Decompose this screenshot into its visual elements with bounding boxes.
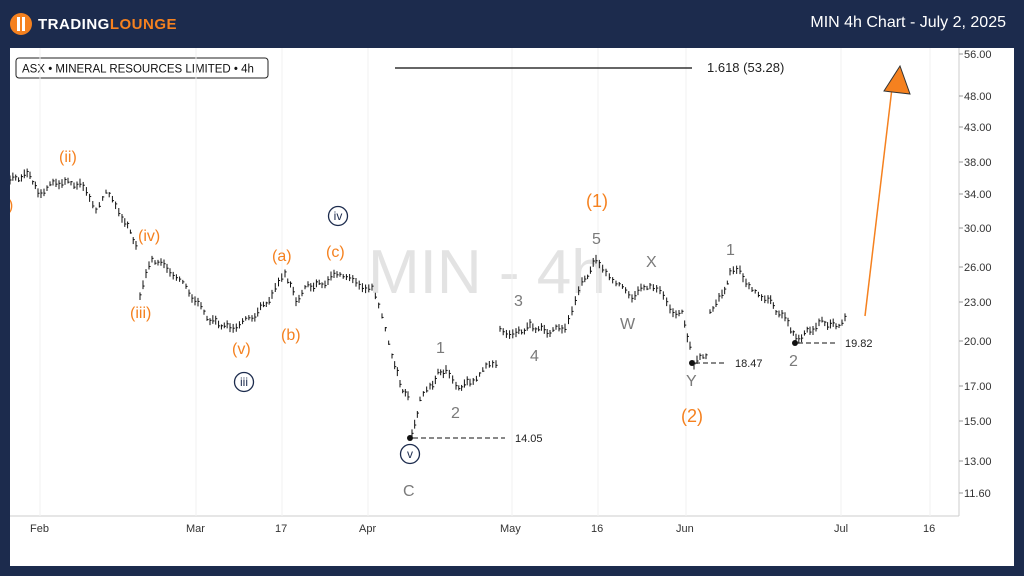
wave-label: Y bbox=[686, 373, 697, 390]
wave-label: C bbox=[403, 483, 415, 500]
wave-label: (a) bbox=[272, 248, 292, 265]
logo-icon bbox=[10, 13, 32, 35]
price-levels: 14.05 18.47 19.82 bbox=[407, 338, 873, 445]
x-tick-label: May bbox=[500, 523, 521, 535]
wave-label: (v) bbox=[232, 341, 251, 358]
x-tick-label: 17 bbox=[275, 523, 287, 535]
fib-target-label: 1.618 (53.28) bbox=[707, 60, 784, 75]
y-tick-label: 11.60 bbox=[964, 488, 991, 500]
orange-wave-labels: (ii) (iv) (iii) (v) (a) (b) (c) (1) (2) … bbox=[8, 149, 703, 426]
navy-circled-labels: iv iii v bbox=[233, 205, 421, 465]
y-tick-label: 56.00 bbox=[964, 49, 992, 61]
x-tick-label: Jun bbox=[676, 523, 694, 535]
wave-label: 4 bbox=[530, 348, 539, 365]
wave-label: (iii) bbox=[130, 305, 151, 322]
wave-label: 2 bbox=[789, 353, 798, 370]
low-marker bbox=[689, 360, 695, 366]
x-tick-label: 16 bbox=[923, 523, 935, 535]
wave-label: 3 bbox=[514, 293, 523, 310]
logo-text: TRADINGLOUNGE bbox=[38, 15, 177, 33]
wave-label: iii bbox=[240, 375, 248, 389]
low-marker bbox=[792, 340, 798, 346]
instrument-label-box bbox=[15, 57, 269, 79]
low-marker bbox=[407, 435, 413, 441]
wave-label: 5 bbox=[592, 231, 601, 248]
level-label: 19.82 bbox=[845, 338, 873, 350]
projection-arrow-icon bbox=[883, 64, 911, 95]
wave-label: iv bbox=[334, 209, 343, 223]
projection-line bbox=[864, 87, 893, 317]
y-axis-ticks: 56.00 48.00 43.00 38.00 34.00 30.00 26.0… bbox=[959, 49, 992, 500]
y-tick-label: 20.00 bbox=[964, 336, 992, 348]
chart-title: MIN 4h Chart - July 2, 2025 bbox=[810, 14, 1006, 31]
wave-label: 1 bbox=[436, 340, 445, 357]
x-tick-label: Mar bbox=[186, 523, 205, 535]
wave-label: 1 bbox=[726, 242, 735, 259]
tradinglounge-logo: TRADINGLOUNGE bbox=[10, 12, 177, 36]
y-tick-label: 43.00 bbox=[964, 122, 992, 134]
x-tick-label: Jul bbox=[834, 523, 848, 535]
x-tick-label: Feb bbox=[30, 523, 49, 535]
wave-label: 2 bbox=[451, 405, 460, 422]
header: TRADINGLOUNGE MIN 4h Chart - July 2, 202… bbox=[0, 0, 1024, 48]
x-tick-label: Apr bbox=[359, 523, 376, 535]
y-tick-label: 23.00 bbox=[964, 297, 992, 309]
watermark: MIN - 4h bbox=[368, 238, 606, 307]
wave-label: ) bbox=[10, 197, 13, 214]
y-tick-label: 17.00 bbox=[964, 381, 992, 393]
y-tick-label: 38.00 bbox=[964, 157, 992, 169]
y-tick-label: 34.00 bbox=[964, 189, 992, 201]
y-tick-label: 26.00 bbox=[964, 262, 992, 274]
price-chart-svg: MIN - 4h ASX • MINERAL RESOURCES LIMITED… bbox=[8, 48, 992, 535]
level-label: 18.47 bbox=[735, 358, 763, 370]
wave-label: (b) bbox=[281, 327, 301, 344]
wave-label: (2) bbox=[681, 406, 703, 426]
y-tick-label: 15.00 bbox=[964, 416, 992, 428]
chart-area: MIN - 4h ASX • MINERAL RESOURCES LIMITED… bbox=[8, 48, 1014, 566]
x-axis-ticks: Feb Mar 17 Apr May 16 Jun Jul 16 bbox=[30, 48, 935, 535]
level-label: 14.05 bbox=[515, 433, 543, 445]
wave-label: (iv) bbox=[138, 228, 160, 245]
wave-label: (1) bbox=[586, 191, 608, 211]
y-tick-label: 30.00 bbox=[964, 223, 992, 235]
wave-label: (ii) bbox=[59, 149, 77, 166]
y-tick-label: 13.00 bbox=[964, 456, 992, 468]
wave-label: v bbox=[407, 447, 413, 461]
wave-label: (c) bbox=[326, 244, 345, 261]
wave-label: X bbox=[646, 254, 657, 271]
ohlc-bars bbox=[9, 168, 847, 438]
x-tick-label: 16 bbox=[591, 523, 603, 535]
y-tick-label: 48.00 bbox=[964, 91, 992, 103]
wave-label: W bbox=[620, 316, 636, 333]
gray-wave-labels: C 1 2 3 4 5 W X Y 1 2 bbox=[403, 231, 798, 500]
instrument-label: ASX • MINERAL RESOURCES LIMITED • 4h bbox=[22, 64, 254, 76]
